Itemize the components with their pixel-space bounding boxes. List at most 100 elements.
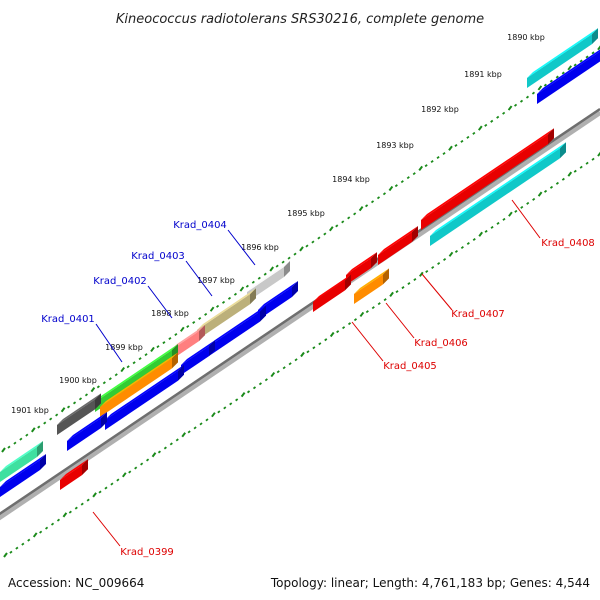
ruler-minor-tick (156, 345, 160, 349)
ruler-minor-tick (401, 286, 405, 290)
gene-track (0, 28, 600, 497)
gene-label[interactable]: Krad_0407 (451, 309, 505, 320)
ruler-label: 1890 kbp (507, 33, 545, 42)
ruler-minor-tick (376, 196, 381, 200)
gene-bar-blue[interactable] (537, 45, 600, 104)
ruler-major-tick (537, 85, 543, 91)
ruler-minor-tick (472, 131, 476, 135)
ruler-major-tick (209, 306, 215, 312)
ruler-minor-tick (199, 422, 203, 426)
ruler-minor-tick (9, 550, 13, 554)
gene-bar-red[interactable] (421, 128, 554, 230)
ruler-minor-tick (13, 441, 17, 445)
ruler-major-tick (389, 291, 394, 297)
gene-bar-blue-4[interactable] (181, 340, 215, 375)
ruler-tick-labels: 1890 kbp 1891 kbp 1892 kbp 1893 kbp 1894 kbp… (11, 33, 545, 415)
ruler-minor-tick (442, 257, 447, 261)
ruler-major-tick (567, 171, 573, 177)
ruler-minor-tick (192, 320, 196, 324)
ruler-minor-tick (579, 165, 583, 169)
gene-leader-line (185, 260, 213, 297)
gene-label[interactable]: Krad_0405 (383, 361, 437, 372)
gene-label[interactable]: Krad_0408 (541, 238, 595, 249)
ruler-bottom (3, 151, 600, 558)
ruler-minor-tick (116, 478, 120, 482)
ruler-minor-tick (288, 362, 292, 366)
gene-label[interactable]: Krad_0403 (131, 251, 185, 262)
ruler-major-tick (1, 447, 6, 453)
gene-bar-orange-2[interactable] (100, 352, 178, 417)
ruler-minor-tick (549, 185, 554, 189)
ruler-minor-tick (25, 433, 29, 437)
ruler-minor-tick (66, 405, 71, 409)
ruler-minor-tick (227, 296, 232, 300)
gene-bar-blue-6[interactable] (67, 412, 107, 451)
gene-bar-cyan[interactable] (527, 28, 598, 88)
ruler-minor-tick (229, 402, 233, 406)
gene-leader-line (385, 302, 415, 339)
gene-bar-red-4[interactable] (313, 274, 351, 312)
ruler-minor-tick (144, 353, 148, 357)
ruler-minor-tick (543, 83, 547, 87)
ruler-minor-tick (186, 324, 190, 328)
ruler-minor-tick (323, 232, 327, 236)
gene-label[interactable]: Krad_0402 (93, 276, 147, 287)
ruler-minor-tick (424, 164, 428, 168)
ruler-minor-tick (74, 506, 78, 510)
ruler-minor-tick (484, 229, 488, 233)
ruler-minor-tick (383, 298, 387, 302)
ruler-minor-tick (347, 322, 352, 326)
ruler-minor-tick (525, 95, 530, 99)
ruler-minor-tick (318, 342, 322, 346)
gene-bar-red-2[interactable] (378, 226, 418, 265)
gene-bar-darkgray[interactable] (57, 393, 101, 435)
ruler-minor-tick (145, 458, 150, 462)
gene-label[interactable]: Krad_0399 (120, 547, 174, 558)
gene-bar-red-3[interactable] (346, 252, 377, 285)
ruler-minor-tick (437, 262, 441, 266)
ruler-minor-tick (205, 418, 209, 422)
gene-bar-lightgray[interactable] (247, 261, 290, 302)
ruler-minor-tick (335, 224, 339, 228)
ruler-minor-tick (460, 245, 464, 249)
gene-bar-blue-3[interactable] (209, 305, 266, 356)
gene-bar-mint[interactable] (0, 441, 43, 482)
gene-bar-red-5[interactable] (60, 459, 88, 490)
ruler-minor-tick (585, 55, 589, 59)
ruler-major-tick (448, 251, 454, 257)
ruler-minor-tick (138, 357, 142, 361)
ruler-minor-tick (7, 445, 11, 449)
gene-bar-orange[interactable] (354, 268, 389, 304)
gene-bar-cyan-2[interactable] (430, 142, 566, 246)
ruler-major-tick (211, 412, 216, 418)
ruler-minor-tick (591, 51, 595, 55)
gene-bar-blue-5[interactable] (105, 364, 184, 430)
ruler-minor-tick (490, 119, 494, 123)
gene-label[interactable]: Krad_0406 (414, 338, 468, 349)
ruler-minor-tick (460, 139, 464, 143)
gene-bar-olive[interactable] (197, 288, 256, 340)
gene-leader-line (92, 511, 121, 547)
gene-bar-blue-2[interactable] (258, 281, 298, 320)
ruler-minor-tick (353, 212, 357, 216)
ruler-minor-tick (282, 366, 286, 370)
ruler-major-tick (418, 165, 424, 171)
ruler-minor-tick (591, 157, 595, 161)
ruler-minor-tick (407, 282, 411, 286)
ruler-minor-tick (294, 358, 298, 362)
gene-label[interactable]: Krad_0401 (41, 314, 95, 325)
ruler-major-tick (537, 191, 543, 197)
ruler-major-tick (478, 231, 484, 237)
ruler-minor-tick (50, 522, 55, 526)
ruler-minor-tick (263, 272, 267, 276)
ruler-major-tick (567, 65, 573, 71)
gene-leader-line (511, 199, 541, 239)
ruler-major-tick (30, 427, 36, 433)
gene-bar-blue-7[interactable] (0, 454, 46, 497)
ruler-minor-tick (305, 244, 309, 248)
ruler-minor-tick (466, 241, 470, 245)
ruler-major-tick (3, 552, 8, 558)
gene-label[interactable]: Krad_0404 (173, 220, 227, 231)
ruler-minor-tick (98, 490, 102, 494)
